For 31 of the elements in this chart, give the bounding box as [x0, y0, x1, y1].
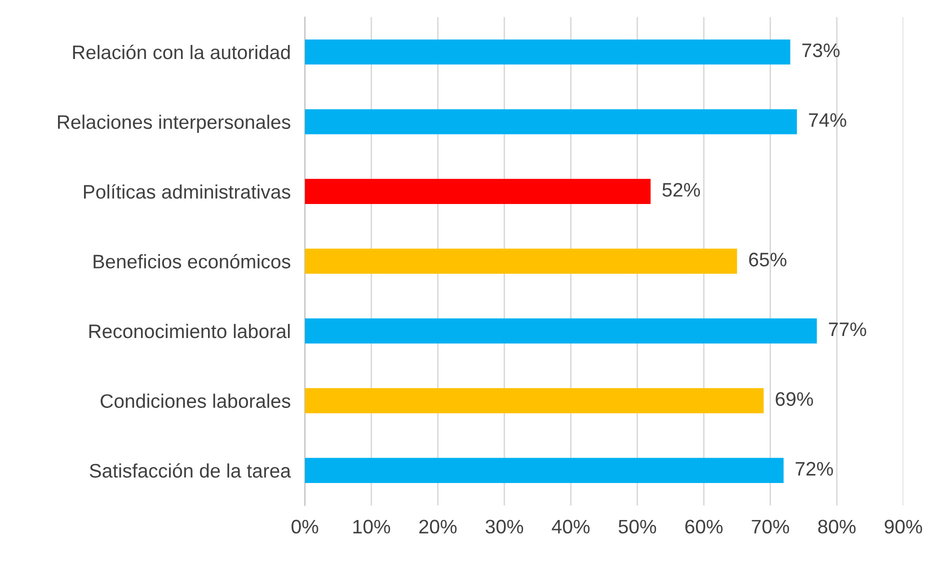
bar — [304, 248, 738, 274]
y-tick-label: Satisfacción de la tarea — [90, 463, 291, 478]
data-label: 52% — [662, 182, 700, 197]
bar — [304, 388, 764, 414]
x-tick-label: 30% — [486, 520, 524, 534]
x-tick-label: 90% — [884, 520, 922, 534]
data-label: 74% — [809, 113, 846, 127]
x-tick-label: 20% — [419, 520, 457, 534]
y-tick-label: Reconocimiento laboral — [89, 324, 290, 338]
x-tick-label: 60% — [685, 520, 723, 534]
y-tick-label: Relaciones interpersonales — [58, 114, 290, 133]
x-tick-label: 0% — [292, 520, 318, 534]
bar — [304, 109, 797, 134]
y-tick-label: Políticas administrativas — [84, 184, 290, 199]
data-label: 72% — [796, 462, 833, 476]
x-tick-label: 40% — [552, 520, 590, 534]
bar — [304, 458, 784, 484]
bar — [304, 178, 651, 204]
bar — [304, 318, 817, 344]
x-tick-label: 80% — [818, 520, 856, 534]
data-label: 69% — [776, 392, 813, 406]
data-label: 77% — [828, 322, 866, 336]
x-tick-label: 10% — [353, 520, 390, 534]
x-tick-label: 50% — [618, 520, 656, 534]
bar — [304, 39, 790, 65]
y-tick-label: Relación con la autoridad — [73, 44, 290, 60]
data-label: 73% — [802, 43, 840, 58]
y-tick-label: Condiciones laborales — [100, 394, 290, 408]
data-label: 65% — [749, 252, 786, 266]
y-tick-label: Beneficios económicos — [94, 254, 290, 268]
x-tick-label: 70% — [752, 520, 790, 534]
